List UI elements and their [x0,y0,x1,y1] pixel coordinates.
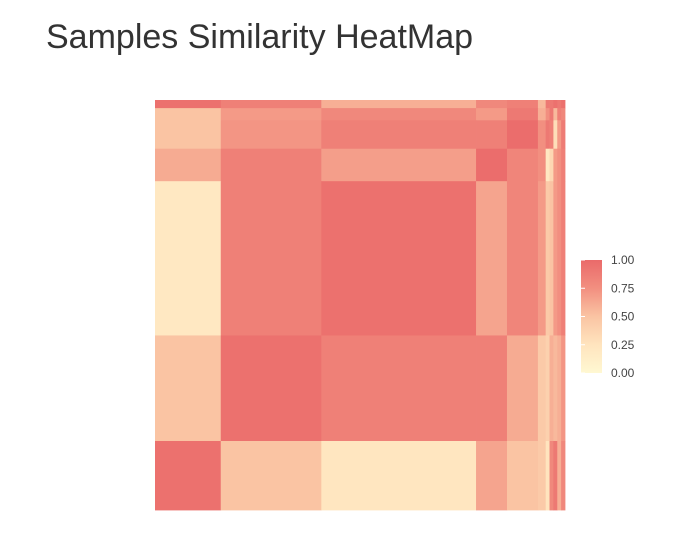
heatmap-cell-r5-c9[interactable] [557,335,562,442]
heatmap-cell-r4-c0[interactable] [155,181,222,336]
heatmap-cell-r0-c0[interactable] [155,100,222,109]
legend-tick-label: 0.75 [611,281,635,295]
heatmap-cell-r4-c7[interactable] [549,181,554,336]
heatmap-cell-r3-c6[interactable] [545,148,550,182]
legend-tick-label: 1.00 [611,253,635,267]
heatmap-cell-r1-c4[interactable] [506,108,539,121]
heatmap-cell-r5-c6[interactable] [545,335,550,442]
heatmap-cell-r1-c10[interactable] [561,108,566,121]
heatmap-cell-r2-c10[interactable] [561,120,566,150]
heatmap-cell-r6-c0[interactable] [155,440,222,511]
heatmap-cell-r3-c10[interactable] [561,148,566,182]
heatmap-cell-r4-c9[interactable] [557,181,562,336]
heatmap-cell-r3-c3[interactable] [476,148,508,182]
heatmap-cell-r4-c6[interactable] [545,181,550,336]
legend-ticks: 1.00 0.75 0.50 0.25 0.00 [581,253,635,380]
heatmap-cell-r5-c8[interactable] [553,335,558,442]
heatmap-cell-r0-c10[interactable] [561,100,566,109]
heatmap-cell-r2-c6[interactable] [545,120,550,150]
heatmap-cell-r3-c7[interactable] [549,148,554,182]
heatmap-cell-r5-c7[interactable] [549,335,554,442]
heatmap-cell-r6-c2[interactable] [321,440,477,511]
heatmap-cell-r3-c2[interactable] [321,148,477,182]
color-legend: 1.00 0.75 0.50 0.25 0.00 [581,253,635,380]
legend-tick-label: 0.50 [611,310,635,324]
heatmap-cell-r1-c8[interactable] [553,108,558,121]
heatmap-cell-r0-c9[interactable] [557,100,562,109]
heatmap-cell-r2-c2[interactable] [321,120,477,150]
heatmap-cell-r6-c10[interactable] [561,440,566,511]
heatmap-cell-r5-c0[interactable] [155,335,222,442]
heatmap-cell-r2-c3[interactable] [476,120,508,150]
heatmap-cell-r5-c2[interactable] [321,335,477,442]
heatmap-cell-r4-c5[interactable] [537,181,547,336]
heatmap-cell-r6-c1[interactable] [220,440,322,511]
heatmap-cell-r5-c5[interactable] [537,335,547,442]
heatmap-cell-r2-c8[interactable] [553,120,558,150]
heatmap-cell-r6-c4[interactable] [506,440,539,511]
heatmap-cell-r3-c0[interactable] [155,148,222,182]
heatmap-cell-r2-c1[interactable] [220,120,322,150]
heatmap-cell-r0-c4[interactable] [506,100,539,109]
heatmap-cell-r2-c4[interactable] [506,120,539,150]
heatmap-cell-r1-c6[interactable] [545,108,550,121]
heatmap-cell-r4-c4[interactable] [506,181,539,336]
heatmap-cell-r3-c5[interactable] [537,148,547,182]
heatmap-cell-r3-c1[interactable] [220,148,322,182]
legend-tick-label: 0.25 [611,338,635,352]
heatmap-cell-r0-c7[interactable] [549,100,554,109]
heatmap-cell-r5-c10[interactable] [561,335,566,442]
heatmap-cell-r6-c5[interactable] [537,440,547,511]
heatmap-cell-r0-c5[interactable] [537,100,547,109]
heatmap-cell-r3-c4[interactable] [506,148,539,182]
heatmap-cell-r2-c5[interactable] [537,120,547,150]
chart-title: Samples Similarity HeatMap [46,18,474,56]
heatmap-cell-r4-c10[interactable] [561,181,566,336]
heatmap-cell-r4-c1[interactable] [220,181,322,336]
heatmap-cell-r3-c9[interactable] [557,148,562,182]
heatmap-cell-r5-c1[interactable] [220,335,322,442]
heatmap-cell-r1-c5[interactable] [537,108,547,121]
heatmap-cell-r6-c7[interactable] [549,440,554,511]
heatmap-cell-r3-c8[interactable] [553,148,558,182]
heatmap-cell-r2-c0[interactable] [155,120,222,150]
heatmap-cell-r6-c6[interactable] [545,440,550,511]
heatmap-cell-r4-c2[interactable] [321,181,477,336]
heatmap-cell-r2-c9[interactable] [557,120,562,150]
heatmap-cell-r5-c3[interactable] [476,335,508,442]
heatmap-cell-r4-c3[interactable] [476,181,508,336]
heatmap-cell-r0-c3[interactable] [476,100,508,109]
heatmap-cell-r4-c8[interactable] [553,181,558,336]
heatmap-cell-r1-c0[interactable] [155,108,222,121]
heatmap-cell-r1-c2[interactable] [321,108,477,121]
heatmap-cell-r6-c3[interactable] [476,440,508,511]
heatmap-cell-r1-c3[interactable] [476,108,508,121]
heatmap-cell-r2-c7[interactable] [549,120,554,150]
heatmap-cell-r1-c9[interactable] [557,108,562,121]
legend-tick-label: 0.00 [611,366,635,380]
heatmap-cell-r0-c2[interactable] [321,100,477,109]
heatmap-cell-r5-c4[interactable] [506,335,539,442]
heatmap-cell-r6-c9[interactable] [557,440,562,511]
legend-colorbar [581,260,602,373]
heatmap-cell-r0-c6[interactable] [545,100,550,109]
heatmap-cell-r0-c1[interactable] [220,100,322,109]
heatmap-grid [155,100,566,511]
heatmap-cell-r0-c8[interactable] [553,100,558,109]
heatmap-cell-r1-c7[interactable] [549,108,554,121]
heatmap-cell-r6-c8[interactable] [553,440,558,511]
heatmap-cell-r1-c1[interactable] [220,108,322,121]
